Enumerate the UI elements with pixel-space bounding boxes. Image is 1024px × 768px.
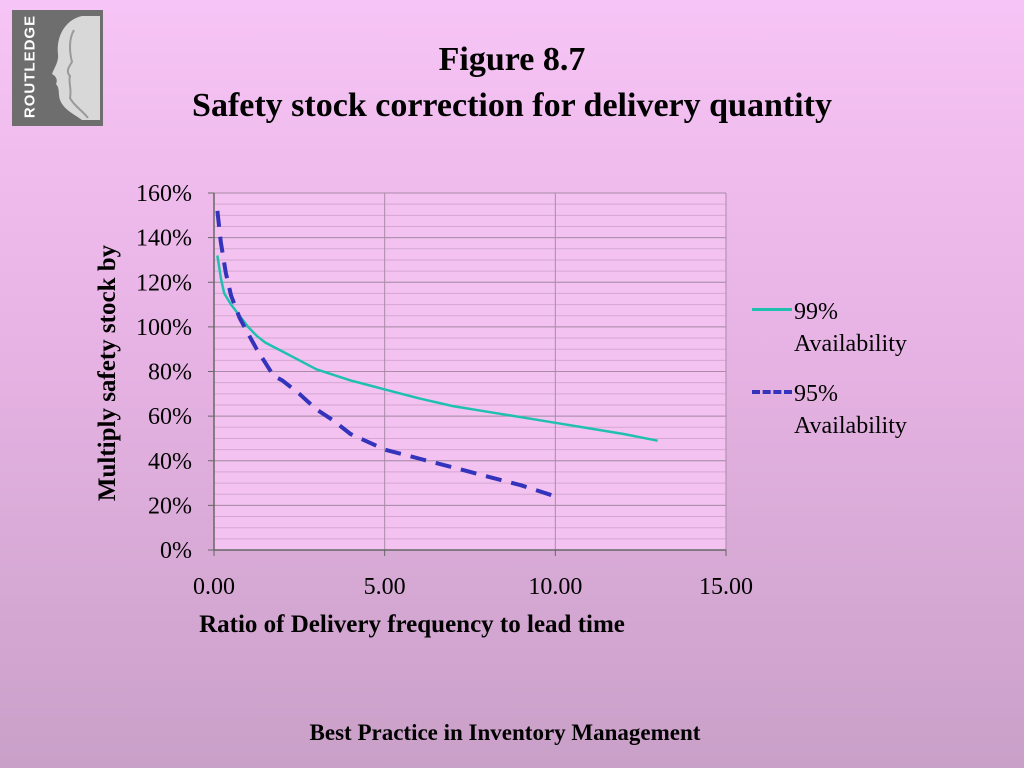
y-tick-label: 80% bbox=[148, 360, 192, 386]
x-tick-label: 10.00 bbox=[528, 574, 582, 600]
legend-swatch-95 bbox=[752, 390, 792, 394]
series-line-99 bbox=[216, 255, 658, 442]
y-tick-label: 140% bbox=[136, 226, 192, 252]
y-tick-label: 0% bbox=[160, 538, 192, 564]
y-axis-title: Multiply safety stock by bbox=[94, 244, 121, 501]
x-axis-title: Ratio of Delivery frequency to lead time bbox=[199, 611, 625, 638]
routledge-logo: ROUTLEDGE bbox=[12, 10, 103, 126]
figure-number: Figure 8.7 bbox=[438, 41, 586, 78]
y-tick-label: 160% bbox=[136, 181, 192, 207]
y-tick-label: 120% bbox=[136, 270, 192, 296]
y-tick-label: 60% bbox=[148, 404, 192, 430]
y-tick-label: 40% bbox=[148, 449, 192, 475]
legend-swatch-99 bbox=[752, 308, 792, 311]
x-tick-label: 5.00 bbox=[364, 574, 406, 600]
figure-title: Safety stock correction for delivery qua… bbox=[192, 87, 832, 124]
series-line-95 bbox=[215, 210, 556, 499]
y-tick-label: 20% bbox=[148, 493, 192, 519]
legend-label-99: 99% Availability bbox=[794, 299, 907, 357]
routledge-profile-logo-icon bbox=[52, 16, 100, 120]
y-tick-label: 100% bbox=[136, 315, 192, 341]
x-tick-label: 15.00 bbox=[699, 574, 753, 600]
legend-label-95: 95% Availability bbox=[794, 381, 907, 439]
footer-text: Best Practice in Inventory Management bbox=[309, 720, 701, 745]
x-tick-label: 0.00 bbox=[193, 574, 235, 600]
